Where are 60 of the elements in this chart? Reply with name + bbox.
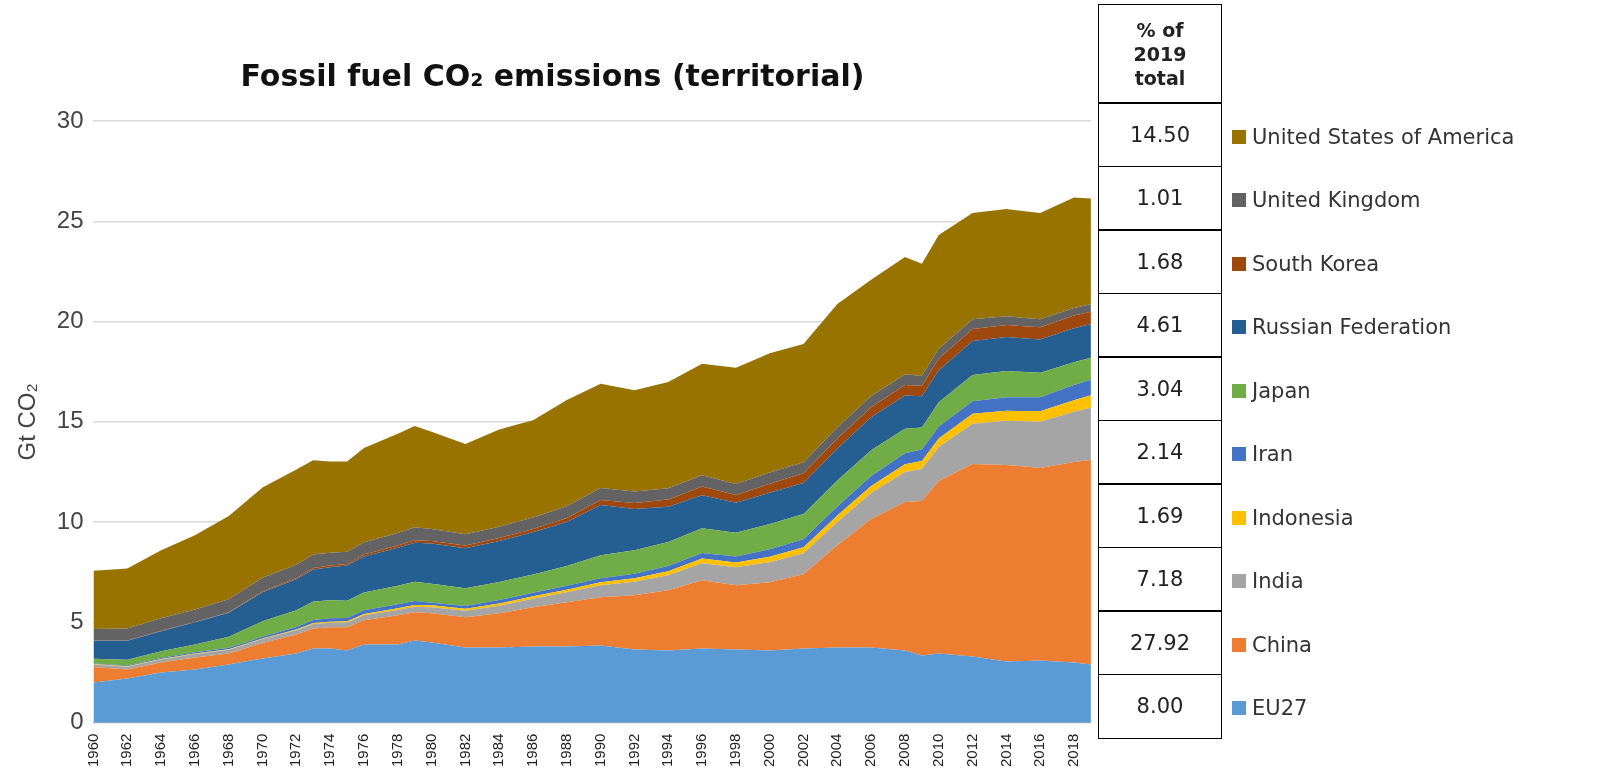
text: % of 2019 total [1098,3,1222,104]
x-tick-label: 1974 [320,733,338,768]
text: 1.68 [1098,229,1222,294]
x-tick-label: 1984 [489,733,507,768]
y-tick-label: 20 [56,306,84,334]
x-tick-label: 1970 [252,733,270,768]
x-tick-label: 2010 [928,733,946,768]
x-tick-label: 2000 [759,733,777,768]
x-tick-label: 1976 [354,733,372,768]
x-tick-label: 2018 [1064,733,1082,768]
y-axis-title: Gt CO₂ [13,383,41,461]
text: 8.00 [1098,673,1222,739]
legend-label: Russian Federation [1252,315,1452,340]
text: 4.61 [1098,292,1222,358]
x-tick-label: 1982 [455,733,473,768]
text: 3.04 [1098,356,1222,421]
x-tick-label: 1998 [726,733,744,768]
y-tick-label: 0 [70,707,84,735]
y-tick-label: 25 [56,205,84,233]
x-tick-label: 1966 [185,733,203,768]
legend-label: United States of America [1252,124,1515,149]
x-tick-label: 1960 [83,733,101,768]
x-tick-label: 2004 [827,733,845,768]
legend-label: EU27 [1252,696,1308,721]
legend-label: China [1252,632,1312,657]
x-tick-label: 1962 [117,733,135,768]
text: 1.01 [1098,165,1222,231]
x-tick-label: 1978 [387,733,405,768]
legend-label: Iran [1252,442,1294,467]
x-tick-label: 1994 [658,733,676,768]
x-tick-label: 1972 [286,733,304,768]
x-tick-label: 1996 [692,733,710,768]
text: 1.69 [1098,483,1222,548]
chart-title: Fossil fuel CO₂ emissions (territorial) [240,57,865,93]
x-tick-label: 1988 [556,733,574,768]
text: 2.14 [1098,419,1222,485]
x-tick-label: 2014 [996,733,1014,768]
x-tick-label: 2006 [861,733,879,768]
text: 27.92 [1098,610,1222,675]
text: 7.18 [1098,546,1222,612]
x-tick-label: 1980 [421,733,439,768]
x-tick-label: 2012 [962,733,980,768]
y-tick-label: 30 [56,105,84,133]
x-tick-label: 1968 [218,733,236,768]
legend-label: United Kingdom [1252,188,1421,213]
y-tick-label: 15 [56,406,84,434]
x-tick-label: 1986 [523,733,541,768]
y-tick-label: 5 [70,606,84,634]
x-tick-label: 1992 [624,733,642,768]
legend-label: South Korea [1252,251,1380,276]
x-tick-label: 1990 [590,733,608,768]
text: 14.50 [1098,102,1222,167]
y-tick-label: 10 [56,506,84,534]
legend-label: Indonesia [1252,505,1354,530]
x-tick-label: 2008 [895,733,913,768]
x-tick-label: 2002 [793,733,811,768]
x-tick-label: 1964 [151,733,169,768]
x-tick-label: 2016 [1030,733,1048,768]
legend-label: India [1252,569,1304,594]
legend-label: Japan [1252,378,1311,403]
